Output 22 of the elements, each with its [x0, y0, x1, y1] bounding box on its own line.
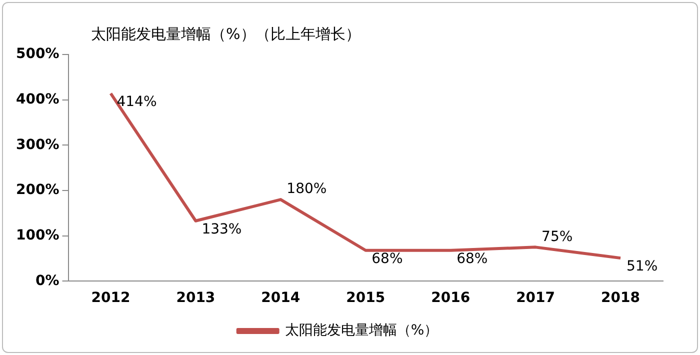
data-label: 133%: [202, 222, 242, 238]
data-label: 414%: [116, 94, 157, 110]
data-label: 180%: [286, 181, 327, 198]
y-tick-label: 0%: [35, 272, 60, 289]
y-tick-label: 100%: [16, 227, 60, 244]
x-tick-label: 2015: [346, 290, 386, 306]
x-tick-label: 2013: [176, 290, 216, 306]
data-label: 51%: [626, 258, 658, 275]
data-label: 68%: [456, 250, 488, 267]
y-tick-label: 400%: [16, 91, 60, 108]
data-label: 75%: [542, 228, 573, 245]
y-tick-label: 300%: [16, 136, 60, 153]
y-tick-label: 200%: [16, 182, 60, 198]
chart-title: 太阳能发电量增幅（%）（比上年增长）: [91, 25, 360, 44]
y-tick-label: 500%: [16, 46, 60, 62]
x-tick-label: 2017: [516, 290, 556, 306]
x-tick-label: 2012: [91, 290, 130, 306]
x-tick-label: 2016: [431, 290, 470, 306]
data-label: 68%: [372, 250, 403, 267]
legend-label: 太阳能发电量增幅（%）: [284, 322, 438, 339]
x-tick-label: 2014: [261, 290, 300, 306]
x-tick-label: 2018: [601, 290, 640, 306]
